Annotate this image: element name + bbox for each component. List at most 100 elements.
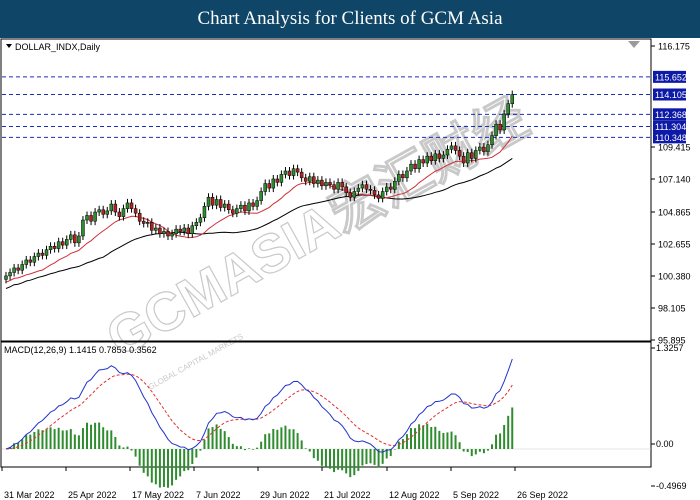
- candle-body: [437, 153, 442, 159]
- price-axis-label: 104.865: [658, 208, 691, 218]
- candle-body: [279, 174, 284, 183]
- candle: [340, 178, 344, 191]
- candle: [275, 174, 280, 187]
- candle-body: [133, 208, 138, 214]
- candle: [368, 185, 373, 195]
- candle: [247, 198, 251, 215]
- candle: [490, 131, 494, 149]
- price-chart[interactable]: GCMASIA宏汇财经 GLOBAL CAPITAL MARKETS 115.6…: [0, 38, 700, 500]
- candle: [141, 217, 146, 228]
- candle: [320, 176, 324, 190]
- candle-body: [441, 154, 446, 159]
- candle-body: [210, 196, 215, 206]
- candle-body: [356, 187, 361, 192]
- candle: [336, 178, 340, 194]
- date-axis-label: 17 May 2022: [132, 490, 184, 500]
- candle: [137, 209, 142, 226]
- candle: [65, 235, 69, 250]
- candle-body: [117, 211, 122, 217]
- date-axis-label: 26 Sep 2022: [517, 490, 568, 500]
- candle-body: [198, 217, 203, 223]
- candle: [174, 225, 178, 238]
- candle-body: [73, 234, 77, 244]
- candle: [73, 230, 77, 247]
- candle-body: [417, 159, 421, 169]
- price-axis-label: 100.380: [658, 272, 691, 282]
- candle: [498, 120, 502, 134]
- price-level-label: 115.652: [655, 72, 687, 82]
- candle: [121, 204, 126, 221]
- candle-body: [348, 192, 352, 198]
- candle: [4, 271, 8, 284]
- candle-body: [376, 194, 381, 199]
- candle: [506, 99, 510, 118]
- candle: [186, 224, 190, 238]
- candle: [170, 229, 174, 240]
- candle-body: [182, 227, 186, 232]
- candle: [433, 149, 438, 165]
- date-axis-label: 21 Jul 2022: [324, 490, 371, 500]
- candle: [218, 195, 223, 212]
- candle-body: [380, 191, 385, 199]
- price-axis-label: 107.140: [658, 175, 691, 185]
- candle: [109, 200, 114, 215]
- candle: [52, 242, 57, 253]
- candle-body: [283, 170, 288, 175]
- candle: [81, 216, 85, 240]
- candle-body: [470, 152, 474, 159]
- candle-body: [227, 203, 231, 211]
- slow-moving-average-line: [5, 157, 513, 289]
- candle: [486, 140, 490, 156]
- candle-body: [146, 222, 150, 224]
- candle-body: [69, 234, 73, 240]
- candle: [231, 205, 235, 218]
- candle: [243, 201, 247, 215]
- candle: [12, 263, 16, 277]
- candle: [437, 149, 442, 163]
- candle: [24, 255, 28, 269]
- candle-body: [336, 182, 340, 190]
- candle: [20, 260, 24, 275]
- candle: [32, 252, 37, 267]
- price-level-box: [653, 70, 686, 83]
- date-axis-label: 29 Jun 2022: [260, 490, 310, 500]
- candle: [36, 249, 41, 261]
- candle-body: [324, 182, 328, 187]
- candle: [291, 164, 296, 180]
- macd-panel-frame: [0, 341, 652, 468]
- candle-body: [397, 174, 401, 182]
- candle-body: [453, 145, 458, 151]
- candle: [222, 200, 227, 212]
- chart-labels: DOLLAR_INDX,Daily MACD(12,26,9) 1.1415 0.…: [4, 42, 157, 355]
- candle-body: [24, 259, 28, 265]
- candle: [465, 148, 470, 167]
- candle-body: [482, 146, 486, 152]
- candle: [417, 155, 421, 173]
- candle-body: [445, 149, 450, 156]
- candle: [380, 187, 385, 203]
- candle: [129, 198, 134, 213]
- candle: [494, 120, 498, 140]
- candle-body: [263, 183, 267, 192]
- candle: [405, 166, 409, 182]
- candle-body: [429, 155, 433, 161]
- price-axis-label: 95.895: [658, 336, 686, 346]
- chart-frames: [0, 38, 652, 468]
- macd-axis-label: 1.3257: [656, 343, 684, 353]
- candle: [393, 177, 397, 194]
- candle-body: [162, 231, 166, 234]
- price-axis-label: 116.175: [658, 42, 690, 52]
- candle-body: [506, 103, 510, 115]
- candle-body: [490, 135, 494, 145]
- candle-body: [474, 150, 478, 159]
- candle-body: [332, 184, 336, 190]
- candle: [397, 170, 401, 186]
- candle-body: [271, 178, 276, 189]
- candle: [478, 143, 482, 155]
- candle: [324, 178, 328, 190]
- candle-body: [267, 183, 271, 189]
- candle-body: [52, 246, 57, 249]
- candle-body: [433, 153, 438, 161]
- price-level-label: 112.368: [655, 110, 687, 120]
- candle-body: [16, 267, 20, 271]
